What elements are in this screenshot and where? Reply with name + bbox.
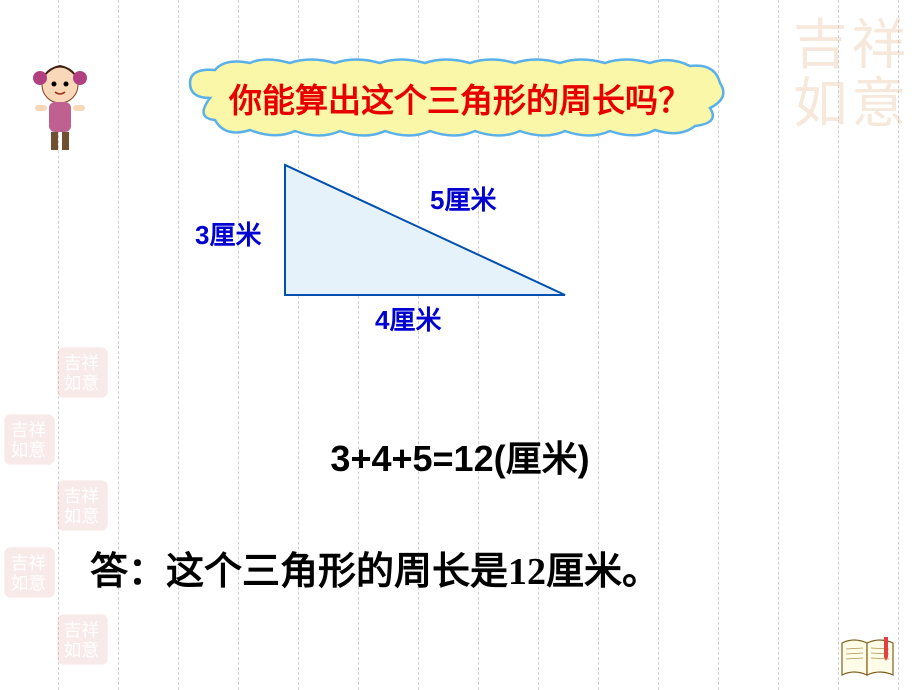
- cartoon-girl-icon: [25, 60, 95, 155]
- svg-text:如意: 如意: [64, 373, 99, 393]
- seal-stamp-icon: 吉祥 如意: [55, 478, 110, 533]
- svg-text:吉祥: 吉祥: [11, 553, 46, 573]
- svg-text:意: 意: [852, 73, 907, 134]
- seal-stamp-icon: 吉祥 如意: [2, 545, 57, 600]
- svg-text:吉祥: 吉祥: [64, 353, 99, 373]
- svg-text:祥: 祥: [852, 14, 907, 75]
- svg-text:吉: 吉: [793, 14, 848, 75]
- seal-stamp-icon: 吉祥 如意: [55, 345, 110, 400]
- side-label-hypotenuse: 5厘米: [430, 180, 496, 217]
- svg-text:吉祥: 吉祥: [64, 486, 99, 506]
- svg-text:吉祥: 吉祥: [64, 620, 99, 640]
- svg-text:如意: 如意: [11, 573, 46, 593]
- open-book-icon: [840, 635, 895, 680]
- calculation-expression: 3+4+5=12(厘米): [0, 430, 920, 482]
- svg-text:如: 如: [793, 73, 848, 134]
- triangle-figure: 3厘米 4厘米 5厘米: [280, 160, 620, 330]
- svg-text:如意: 如意: [64, 506, 99, 526]
- seal-stamp-icon: 吉祥 如意: [55, 612, 110, 667]
- side-label-bottom: 4厘米: [375, 300, 441, 337]
- side-label-left: 3厘米: [195, 215, 261, 252]
- question-text: 你能算出这个三角形的周长吗？: [205, 74, 715, 122]
- answer-text: 答：这个三角形的周长是12厘米。: [90, 540, 660, 595]
- svg-text:如意: 如意: [64, 640, 99, 660]
- corner-seal-icon: 吉 祥 如 意: [780, 5, 910, 135]
